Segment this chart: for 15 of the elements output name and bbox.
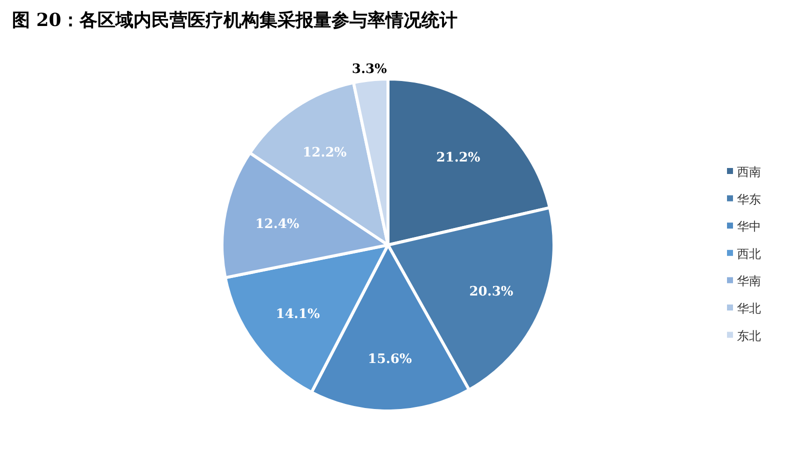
legend-label: 西北 bbox=[737, 246, 761, 261]
legend-label: 华南 bbox=[737, 274, 761, 288]
legend-label: 西南 bbox=[737, 165, 761, 179]
data-label: 3.3% bbox=[352, 62, 388, 77]
data-label: 12.4% bbox=[255, 217, 300, 232]
chart-title: 图 20：各区域内民营医疗机构集采报量参与率情况统计 bbox=[12, 10, 458, 31]
legend-label: 东北 bbox=[737, 328, 761, 343]
legend-label: 华北 bbox=[737, 302, 761, 316]
legend-label: 华东 bbox=[737, 192, 761, 206]
data-label: 20.3% bbox=[469, 284, 514, 300]
data-label: 21.2% bbox=[436, 150, 481, 166]
legend-label: 华中 bbox=[737, 220, 761, 234]
data-label: 12.2% bbox=[302, 146, 348, 161]
data-label: 15.6% bbox=[368, 352, 412, 367]
data-label: 14.1% bbox=[276, 306, 320, 322]
